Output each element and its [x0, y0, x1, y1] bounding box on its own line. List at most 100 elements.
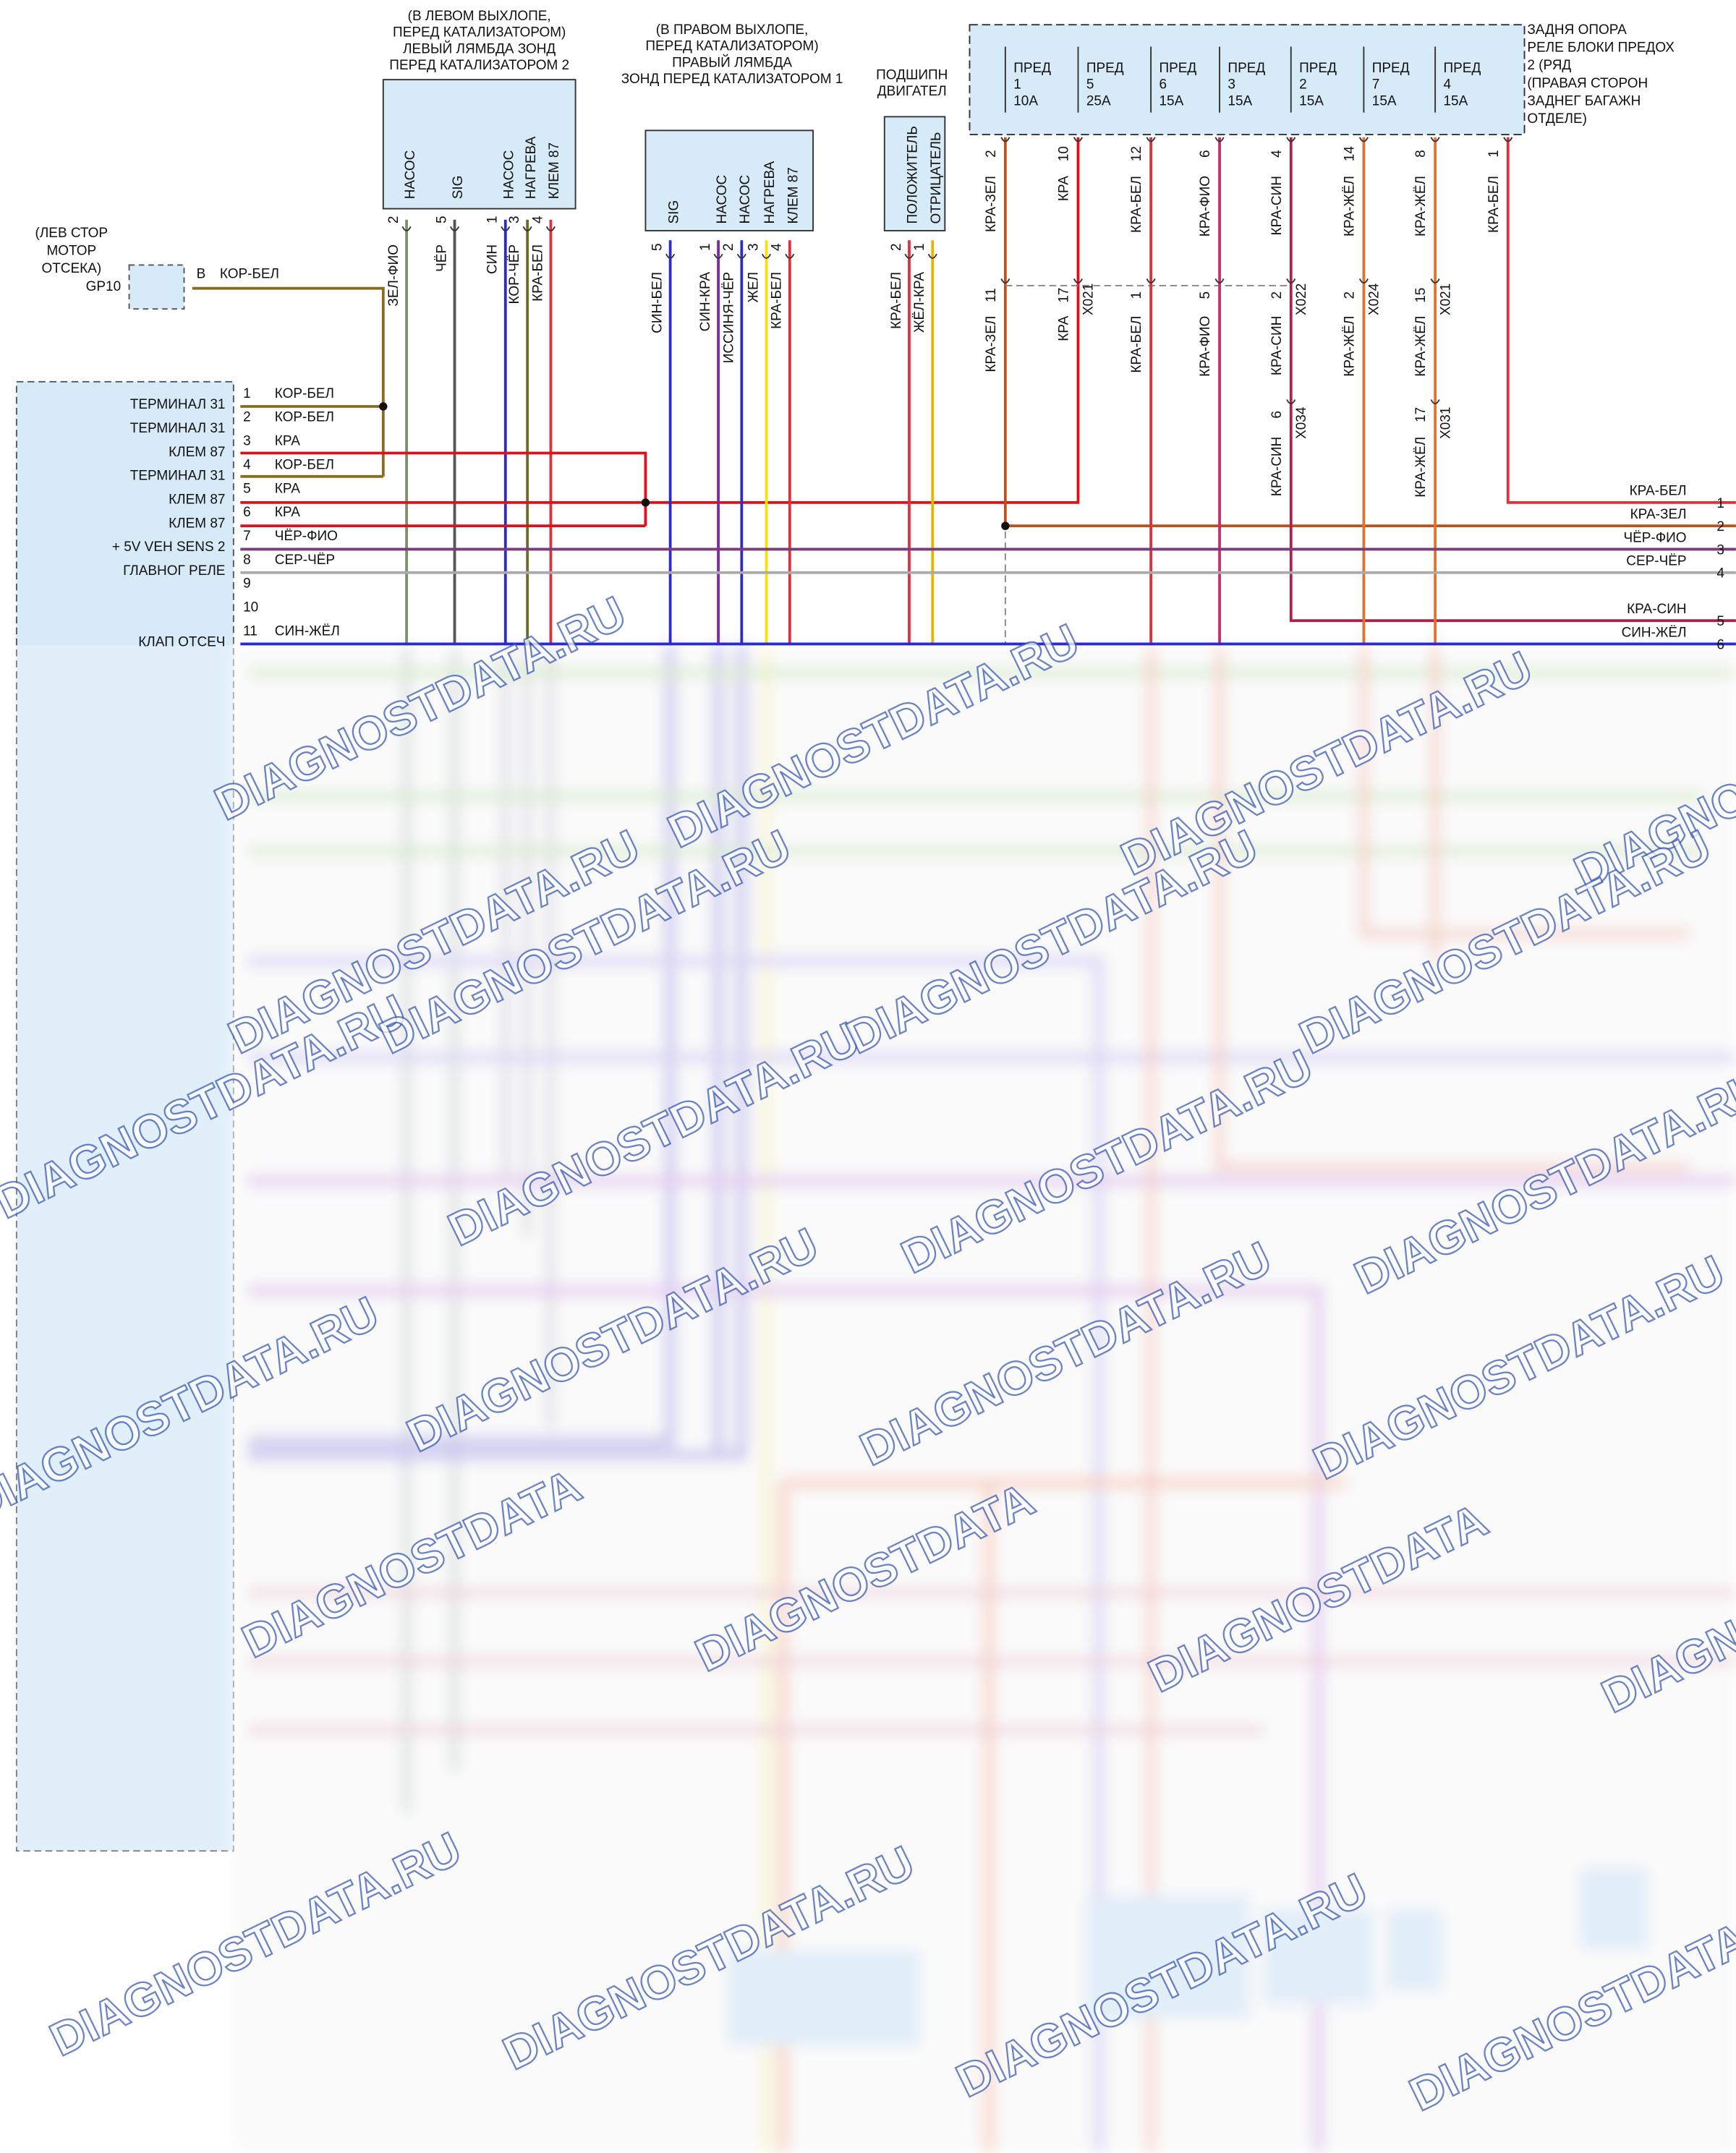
wire-label: КРА-БЕЛ [530, 244, 545, 302]
pin-number: 2 [1716, 519, 1724, 534]
wire [1004, 284, 1291, 646]
pin-number: 5 [1716, 614, 1724, 629]
fuse-number: 3 [1227, 77, 1235, 93]
wire-label: КРА-БЕЛ [1129, 176, 1144, 233]
fuse-number: 5 [1086, 77, 1094, 93]
wire-label: КРА-ЖЁЛ [1413, 316, 1429, 377]
fuse-rating: 15А [1372, 94, 1397, 109]
fuse-number: 1 [1013, 77, 1021, 93]
fuse-name: ПРЕД [1086, 61, 1124, 76]
wire-label: КРА-БЕЛ [1129, 316, 1144, 373]
wire-label: СИН [485, 244, 501, 274]
component-note: ОТДЕЛЕ) [1527, 111, 1587, 127]
wire-label: КРА-ФИО [1198, 176, 1213, 236]
wire-label: КРА-ЗЕЛ [984, 316, 999, 372]
connector-id: X031 [1438, 407, 1453, 439]
pin [449, 226, 460, 231]
component-note: ДВИГАТЕЛ [877, 84, 947, 99]
pin-number: 2 [386, 216, 401, 223]
pin [1503, 137, 1513, 142]
fuse-name: ПРЕД [1013, 61, 1051, 76]
pin [1073, 137, 1084, 142]
ground-note: ОТСЕКА) [41, 261, 101, 276]
pin-number: 1 [1716, 496, 1724, 511]
pin [665, 253, 676, 259]
fuse-name: ПРЕД [1227, 61, 1265, 76]
pin-label: ТЕРМИНАЛ 31 [130, 469, 226, 484]
component-note: ЗАДНЯ ОПОРА [1527, 22, 1627, 38]
pin [761, 253, 772, 259]
pin-name: SIG [451, 176, 466, 200]
pin [401, 226, 412, 231]
wire-label: КРА-БЕЛ [770, 272, 785, 329]
pin [1146, 137, 1156, 142]
pin [1000, 137, 1010, 142]
pin-number: 4 [243, 457, 251, 472]
pin-number: 5 [434, 216, 449, 223]
wire-label: ЗЕЛ-ФИО [386, 244, 401, 307]
wire-label: КРА-ЗЕЛ [1630, 507, 1687, 522]
pin [1000, 278, 1010, 284]
connector-id: X022 [1294, 283, 1309, 315]
fuse-rating: 10А [1013, 94, 1038, 109]
pin-number: 4 [1716, 566, 1724, 581]
pin [904, 253, 914, 259]
pin [1358, 137, 1369, 142]
pin [927, 253, 937, 259]
pin-number: 14 [1342, 146, 1357, 161]
fuse-name: ПРЕД [1160, 61, 1197, 76]
component-note: (ПРАВАЯ СТОРОН [1527, 76, 1648, 91]
pin [1286, 137, 1296, 142]
wire-label: КОР-БЕЛ [275, 410, 334, 425]
wire-label: КРА-ФИО [1198, 316, 1213, 377]
pin-name: SIG [666, 200, 681, 224]
pin-number: 11 [984, 288, 999, 302]
pin-number: 2 [1269, 291, 1285, 299]
ground-note: (ЛЕВ СТОР [35, 226, 109, 241]
pin [1358, 278, 1369, 284]
fuse-number: 7 [1372, 77, 1380, 93]
module-box [15, 380, 234, 1852]
pin-number: 5 [243, 481, 251, 496]
fuse-rating: 15А [1444, 94, 1468, 109]
component-note: ПОДШИПН [876, 67, 948, 82]
pin-number: 10 [243, 600, 258, 615]
pin-name: КЛЕМ 87 [786, 167, 801, 223]
wire-label: КОР-БЕЛ [220, 267, 279, 282]
wire-label: КРА-СИН [1269, 437, 1285, 496]
pin [545, 226, 556, 231]
ground-note: МОТОР [46, 243, 96, 258]
pin-number: 9 [243, 576, 251, 592]
pin-number: 2 [721, 243, 736, 251]
pin [1146, 278, 1156, 284]
pin-number: 4 [530, 216, 545, 223]
fuse-rating: 15А [1299, 94, 1324, 109]
pin-number: 6 [1716, 637, 1724, 652]
pin [1286, 399, 1296, 405]
pin-number: 3 [1716, 542, 1724, 558]
pin-number: 4 [1269, 150, 1285, 158]
fuse-number: 4 [1444, 77, 1452, 93]
pin-name: КЛЕМ 87 [547, 142, 562, 199]
pin-name: НАСОС [738, 175, 753, 224]
wire-label: ИССИНЯ-ЧЁР [721, 272, 736, 363]
fuse-rating: 15А [1160, 94, 1184, 109]
connector-id: X024 [1367, 283, 1382, 315]
pin-number: 5 [650, 243, 665, 251]
pin-number: 6 [243, 505, 251, 520]
fuse-rating: 25А [1086, 94, 1111, 109]
pin [1430, 278, 1440, 284]
pin-number: 12 [1129, 146, 1144, 161]
pin-number: 1 [698, 243, 713, 251]
component-note: (В ПРАВОМ ВЫХЛОПЕ, [656, 22, 809, 38]
wire-label: СИН-БЕЛ [650, 272, 665, 333]
connector-id: X021 [1438, 283, 1453, 315]
pin-number: 1 [1486, 150, 1502, 158]
pin-label: ГЛАВНОГ РЕЛЕ [123, 563, 225, 579]
pin-number: 1 [1129, 291, 1144, 299]
fuse-name: ПРЕД [1444, 61, 1481, 76]
pin-label: КЛЕМ 87 [169, 516, 225, 531]
wire-label: КРА-ЖЁЛ [1413, 437, 1429, 498]
wire-label: СЕР-ЧЁР [1626, 554, 1686, 569]
